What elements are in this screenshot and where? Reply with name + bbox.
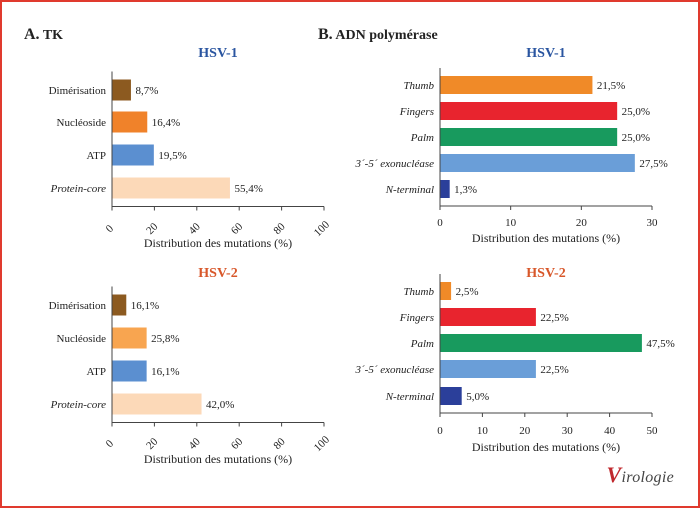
chart4-bar	[440, 282, 452, 300]
chart1-x-tick-label: 60	[229, 220, 246, 237]
chart4-x-tick-label: 50	[647, 425, 659, 437]
chart4-data-label: 22,5%	[540, 312, 568, 324]
chart1-bar	[112, 144, 154, 166]
logo-initial: V	[606, 462, 622, 487]
panel-a-letter: A.	[24, 26, 40, 43]
panel-b-letter: B.	[318, 26, 333, 43]
chart4-bar	[440, 360, 536, 378]
chart4-data-label: 22,5%	[540, 364, 568, 376]
chart2-x-tick-label: 0	[104, 437, 117, 450]
chart1-data-label: 19,5%	[158, 150, 186, 162]
chart4-title: HSV-2	[526, 266, 565, 281]
chart3-title: HSV-1	[526, 46, 565, 61]
chart3-category-label: 3´-5´ exonucléase	[355, 158, 435, 170]
chart1-bar	[112, 79, 131, 101]
chart3-category-label: Palm	[410, 132, 434, 144]
chart2-title: HSV-2	[198, 266, 237, 281]
chart1-title: HSV-1	[198, 46, 237, 61]
chart4-category-label: N-terminal	[385, 391, 434, 403]
chart2-x-tick-label: 60	[229, 435, 246, 452]
chart3-data-label: 25,0%	[622, 132, 650, 144]
chart2-x-tick-label: 80	[271, 435, 288, 452]
chart1-category-label: Dimérisation	[49, 85, 107, 97]
chart4-x-axis-label: Distribution des mutations (%)	[472, 440, 620, 454]
chart3-bar	[440, 180, 450, 198]
chart1-category-label: Protein-core	[50, 183, 107, 195]
chart3-category-label: N-terminal	[385, 184, 434, 196]
chart2-data-label: 16,1%	[131, 300, 159, 312]
chart3-bar	[440, 154, 635, 172]
chart2-bar	[112, 393, 202, 415]
chart1-x-tick-label: 80	[271, 220, 288, 237]
chart3-data-label: 25,0%	[622, 106, 650, 118]
chart3-category-label: Thumb	[403, 80, 434, 92]
chart2-x-tick-label: 100	[312, 433, 333, 454]
chart2-x-tick-label: 20	[144, 435, 161, 452]
chart4-x-tick-label: 10	[477, 425, 489, 437]
chart2-category-label: Dimérisation	[49, 300, 107, 312]
chart4-x-tick-label: 0	[437, 425, 443, 437]
chart2-data-label: 42,0%	[206, 399, 234, 411]
chart2-data-label: 16,1%	[151, 366, 179, 378]
chart3-data-label: 21,5%	[597, 80, 625, 92]
chart1-x-axis-label: Distribution des mutations (%)	[144, 236, 292, 250]
chart4-x-tick-label: 40	[604, 425, 616, 437]
chart2-data-label: 25,8%	[151, 333, 179, 345]
panel-a-title: A. TK	[24, 26, 63, 44]
chart1-bar	[112, 177, 230, 199]
chart4-data-label: 47,5%	[646, 338, 674, 350]
chart4-category-label: Thumb	[403, 286, 434, 298]
chart3-bar	[440, 76, 593, 94]
chart4-data-label: 2,5%	[456, 286, 479, 298]
chart3-data-label: 27,5%	[639, 158, 667, 170]
chart1-x-tick-label: 20	[144, 220, 161, 237]
chart2-category-label: ATP	[86, 366, 106, 378]
chart3-x-axis-label: Distribution des mutations (%)	[472, 231, 620, 245]
virologie-logo: Virologie	[607, 462, 674, 488]
chart1-bar	[112, 111, 148, 133]
panel-b-label: ADN polymérase	[335, 28, 438, 43]
chart4-bar	[440, 387, 462, 405]
chart2-x-axis-label: Distribution des mutations (%)	[144, 452, 292, 466]
panel-a-label: TK	[42, 28, 64, 43]
chart3-x-tick-label: 0	[437, 217, 443, 229]
chart4-category-label: 3´-5´ exonucléase	[355, 364, 435, 376]
chart3-x-tick-label: 30	[647, 217, 659, 229]
chart1-x-tick-label: 0	[104, 222, 117, 235]
chart1-data-label: 55,4%	[234, 183, 262, 195]
chart4-bar	[440, 334, 642, 352]
chart3-data-label: 1,3%	[454, 184, 477, 196]
chart1-x-tick-label: 40	[187, 220, 204, 237]
chart1-data-label: 8,7%	[135, 85, 158, 97]
chart3-x-tick-label: 20	[576, 217, 588, 229]
chart2-bar	[112, 360, 147, 382]
chart1-category-label: Nucléoside	[57, 117, 107, 129]
chart1-data-label: 16,4%	[152, 117, 180, 129]
chart4-x-tick-label: 20	[519, 425, 531, 437]
logo-rest: irologie	[621, 469, 674, 486]
chart3-x-tick-label: 10	[505, 217, 517, 229]
chart2-category-label: Nucléoside	[57, 333, 107, 345]
chart4-x-tick-label: 30	[562, 425, 574, 437]
chart2-bar	[112, 294, 127, 316]
chart4-category-label: Palm	[410, 338, 434, 350]
chart1-category-label: ATP	[86, 150, 106, 162]
chart2-x-tick-label: 40	[187, 435, 204, 452]
chart3-category-label: Fingers	[399, 106, 434, 118]
chart3-bar	[440, 128, 618, 146]
chart2-bar	[112, 327, 147, 349]
chart2-category-label: Protein-core	[50, 399, 107, 411]
panel-b-title: B. ADN polymérase	[318, 26, 438, 44]
chart3-bar	[440, 102, 618, 120]
chart4-category-label: Fingers	[399, 312, 434, 324]
chart4-bar	[440, 308, 536, 326]
chart4-data-label: 5,0%	[466, 391, 489, 403]
chart1-x-tick-label: 100	[312, 218, 333, 239]
